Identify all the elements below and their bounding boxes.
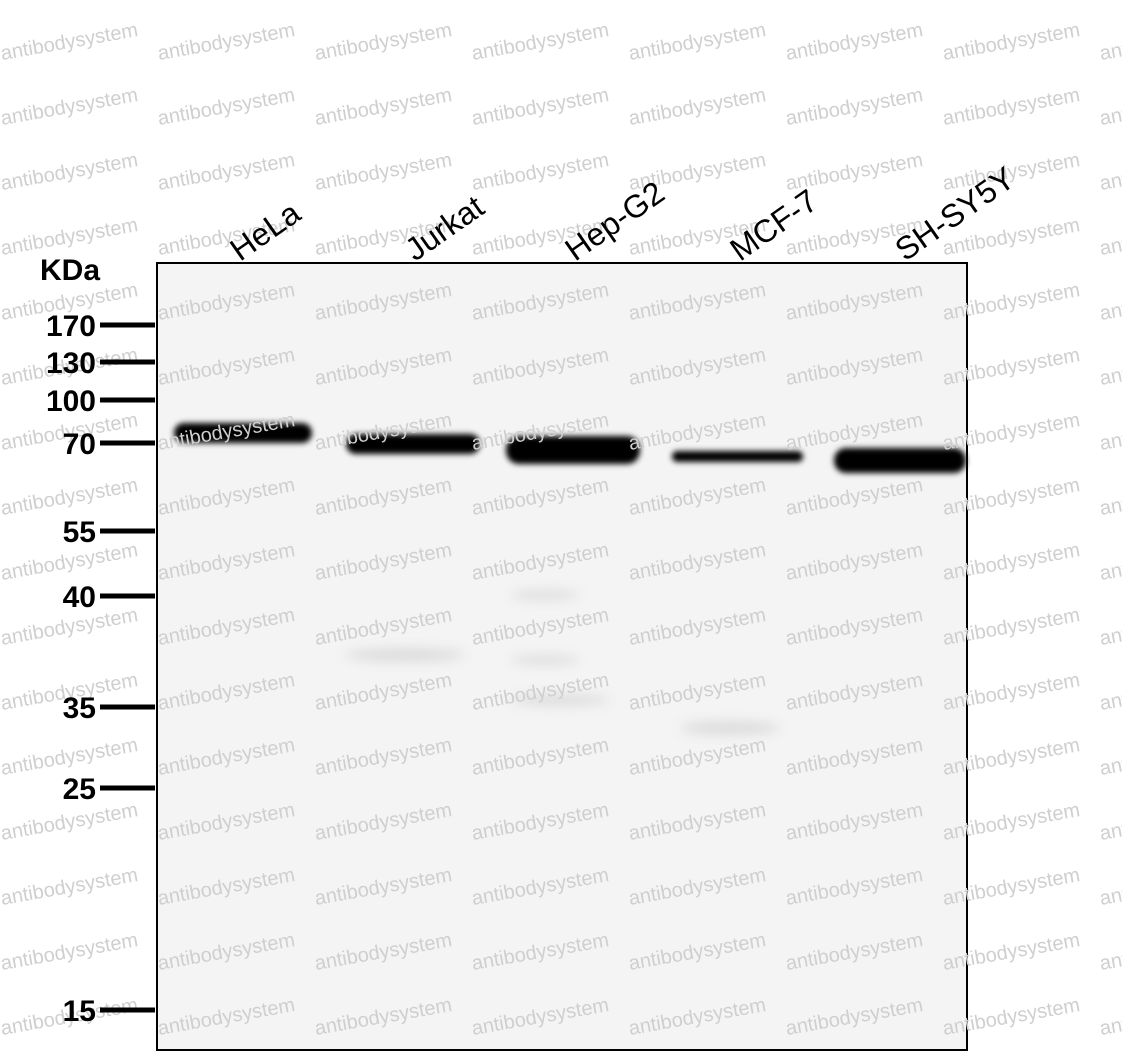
watermark-text: antibodysystem xyxy=(1098,604,1122,650)
watermark-text: antibodysystem xyxy=(0,84,140,130)
watermark-text: antibodysystem xyxy=(470,149,611,195)
marker-label: 100 xyxy=(46,385,96,418)
axis-label: KDa xyxy=(40,254,100,287)
watermark-text: antibodysystem xyxy=(784,19,925,65)
marker-label: 70 xyxy=(63,428,96,461)
faint-band xyxy=(345,649,465,661)
watermark-text: antibodysystem xyxy=(1098,734,1122,780)
band xyxy=(506,436,640,464)
watermark-text: antibodysystem xyxy=(313,19,454,65)
watermark-text: antibodysystem xyxy=(470,19,611,65)
band xyxy=(672,451,803,462)
watermark-text: antibodysystem xyxy=(1098,344,1122,390)
marker-label: 35 xyxy=(63,692,96,725)
marker-label: 40 xyxy=(63,581,96,614)
watermark-text: antibodysystem xyxy=(1098,149,1122,195)
watermark-text: antibodysystem xyxy=(1098,84,1122,130)
watermark-text: antibodysystem xyxy=(1098,929,1122,975)
marker-label: 15 xyxy=(63,995,96,1028)
watermark-text: antibodysystem xyxy=(313,84,454,130)
marker-label: 130 xyxy=(46,347,96,380)
bands xyxy=(174,423,966,473)
faint-band xyxy=(680,722,780,734)
band xyxy=(346,434,480,454)
band xyxy=(174,423,312,443)
watermark-text: antibodysystem xyxy=(156,149,297,195)
watermark-text: antibodysystem xyxy=(941,19,1082,65)
marker-label: 55 xyxy=(63,516,96,549)
faint-bands xyxy=(345,591,780,734)
watermark-text: antibodysystem xyxy=(1098,864,1122,910)
watermark-text: antibodysystem xyxy=(0,149,140,195)
watermark-text: antibodysystem xyxy=(1098,539,1122,585)
watermark-text: antibodysystem xyxy=(784,84,925,130)
watermark-text: antibodysystem xyxy=(1098,279,1122,325)
watermark-text: antibodysystem xyxy=(1098,409,1122,455)
watermark-text: antibodysystem xyxy=(1098,799,1122,845)
watermark-text: antibodysystem xyxy=(0,929,140,975)
watermark-text: antibodysystem xyxy=(627,84,768,130)
watermark-text: antibodysystem xyxy=(627,19,768,65)
watermark-text: antibodysystem xyxy=(313,149,454,195)
faint-band xyxy=(510,695,610,705)
watermark-text: antibodysystem xyxy=(156,19,297,65)
watermark-text: antibodysystem xyxy=(1098,994,1122,1040)
blot-membrane xyxy=(156,262,968,1051)
lane-label: HeLa xyxy=(223,194,306,267)
watermark-text: antibodysystem xyxy=(1098,214,1122,260)
watermark-text: antibodysystem xyxy=(156,84,297,130)
band xyxy=(834,448,966,473)
faint-band xyxy=(510,656,580,664)
watermark-text: antibodysystem xyxy=(941,84,1082,130)
watermark-text: antibodysystem xyxy=(0,474,140,520)
watermark-text: antibodysystem xyxy=(0,19,140,65)
watermark-text: antibodysystem xyxy=(470,84,611,130)
watermark-text: antibodysystem xyxy=(1098,474,1122,520)
faint-band xyxy=(510,591,580,599)
watermark-text: antibodysystem xyxy=(1098,19,1122,65)
marker-label: 25 xyxy=(63,773,96,806)
watermark-text: antibodysystem xyxy=(0,864,140,910)
marker-label: 170 xyxy=(46,310,96,343)
watermark-text: antibodysystem xyxy=(1098,669,1122,715)
